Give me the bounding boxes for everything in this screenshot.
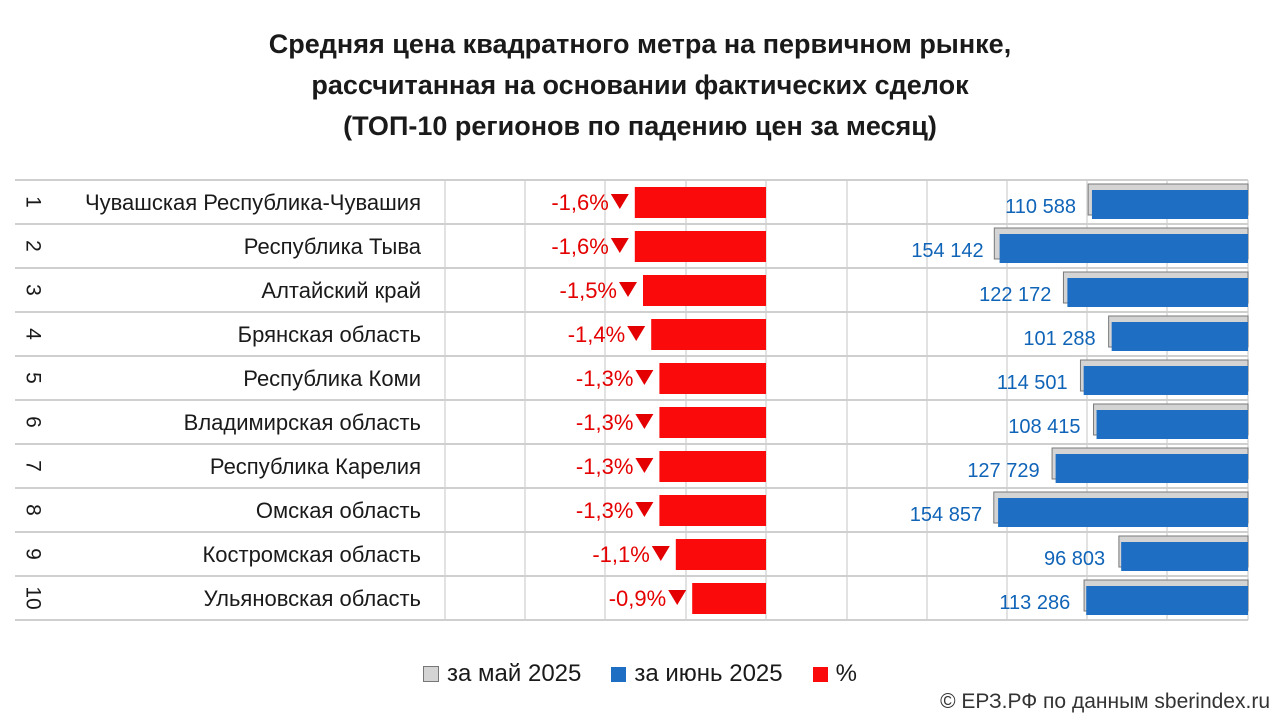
pct-down-triangle-icon xyxy=(635,414,654,429)
category-label: Омская область xyxy=(256,498,421,523)
pct-bar xyxy=(692,583,766,614)
rank-label: 9 xyxy=(22,548,45,560)
pct-label: -1,3% xyxy=(576,498,633,523)
price-june-bar xyxy=(999,234,1248,263)
pct-label: -1,6% xyxy=(551,234,608,259)
legend-item-may: за май 2025 xyxy=(423,660,581,688)
title-line-1: Средняя цена квадратного метра на первич… xyxy=(268,29,1012,59)
price-june-label: 122 172 xyxy=(979,284,1051,306)
price-june-bar xyxy=(1111,322,1248,351)
price-june-label: 101 288 xyxy=(1023,328,1095,350)
category-label: Республика Тыва xyxy=(244,234,422,259)
rank-label: 10 xyxy=(22,586,45,609)
legend-label-june: за июнь 2025 xyxy=(634,660,783,687)
price-june-label: 127 729 xyxy=(967,460,1039,482)
category-label: Костромская область xyxy=(202,542,421,567)
pct-down-triangle-icon xyxy=(627,326,646,341)
source-note: © ЕРЗ.РФ по данным sberindex.ru xyxy=(940,690,1270,713)
legend-item-june: за июнь 2025 xyxy=(611,660,783,688)
pct-bar xyxy=(659,407,766,438)
bar-chart: 1 Чувашская Республика-Чувашия -1,6% 110 58… xyxy=(15,179,1249,621)
pct-down-triangle-icon xyxy=(610,194,629,209)
legend-swatch-pct xyxy=(812,666,828,682)
rank-label: 4 xyxy=(22,328,45,340)
rank-label: 3 xyxy=(22,284,45,296)
rank-label: 2 xyxy=(22,240,45,252)
title-line-2: рассчитанная на основании фактических сд… xyxy=(311,70,969,100)
pct-bar xyxy=(675,539,766,570)
price-june-bar xyxy=(1091,190,1248,219)
pct-down-triangle-icon xyxy=(619,282,637,297)
pct-label: -0,9% xyxy=(609,586,666,611)
price-june-bar xyxy=(1055,454,1248,483)
pct-label: -1,1% xyxy=(592,542,649,567)
rank-label: 1 xyxy=(22,196,45,208)
pct-label: -1,5% xyxy=(560,278,617,303)
pct-bar xyxy=(634,231,766,262)
pct-down-triangle-icon xyxy=(635,502,654,517)
price-june-label: 110 588 xyxy=(1005,196,1076,218)
pct-down-triangle-icon xyxy=(651,546,670,561)
pct-bar xyxy=(659,363,766,394)
category-label: Ульяновская область xyxy=(204,586,421,611)
rank-label: 8 xyxy=(22,504,45,516)
category-label: Владимирская область xyxy=(184,410,421,435)
legend-item-pct: % xyxy=(812,660,857,688)
pct-down-triangle-icon xyxy=(635,458,654,473)
pct-label: -1,3% xyxy=(576,366,633,391)
price-june-bar xyxy=(1067,278,1248,307)
legend-swatch-june xyxy=(611,666,627,682)
category-label: Республика Карелия xyxy=(210,454,421,479)
category-label: Чувашская Республика-Чувашия xyxy=(85,190,421,215)
pct-down-triangle-icon xyxy=(610,238,629,253)
pct-bar xyxy=(659,451,766,482)
price-june-bar xyxy=(1096,410,1248,439)
pct-bar xyxy=(634,187,766,218)
price-june-label: 113 286 xyxy=(999,592,1070,614)
pct-bar xyxy=(643,275,766,306)
price-june-label: 114 501 xyxy=(997,372,1068,394)
category-label: Алтайский край xyxy=(261,278,421,303)
pct-bar xyxy=(651,319,766,350)
rank-label: 7 xyxy=(22,460,45,472)
pct-down-triangle-icon xyxy=(635,370,654,385)
chart-title: Средняя цена квадратного метра на первич… xyxy=(0,24,1280,147)
pct-label: -1,3% xyxy=(576,454,633,479)
rank-label: 5 xyxy=(22,372,45,384)
category-label: Республика Коми xyxy=(243,366,421,391)
legend-label-may: за май 2025 xyxy=(447,660,582,687)
price-june-label: 154 142 xyxy=(911,240,983,262)
rank-label: 6 xyxy=(22,416,45,428)
price-june-label: 108 415 xyxy=(1008,416,1080,438)
title-line-3: (ТОП-10 регионов по падению цен за месяц… xyxy=(343,111,937,141)
pct-label: -1,4% xyxy=(568,322,625,347)
price-june-label: 96 803 xyxy=(1044,548,1105,570)
category-label: Брянская область xyxy=(238,322,421,347)
legend-label-pct: % xyxy=(835,660,857,687)
price-june-label: 154 857 xyxy=(910,504,982,526)
pct-bar xyxy=(659,495,766,526)
legend-swatch-may xyxy=(423,666,440,682)
pct-label: -1,3% xyxy=(576,410,633,435)
price-june-bar xyxy=(1083,366,1248,395)
pct-down-triangle-icon xyxy=(668,590,687,605)
price-june-bar xyxy=(1121,542,1248,571)
pct-label: -1,6% xyxy=(551,190,608,215)
price-june-bar xyxy=(1086,586,1248,615)
legend: за май 2025 за июнь 2025 % xyxy=(0,660,1280,688)
price-june-bar xyxy=(998,498,1248,527)
